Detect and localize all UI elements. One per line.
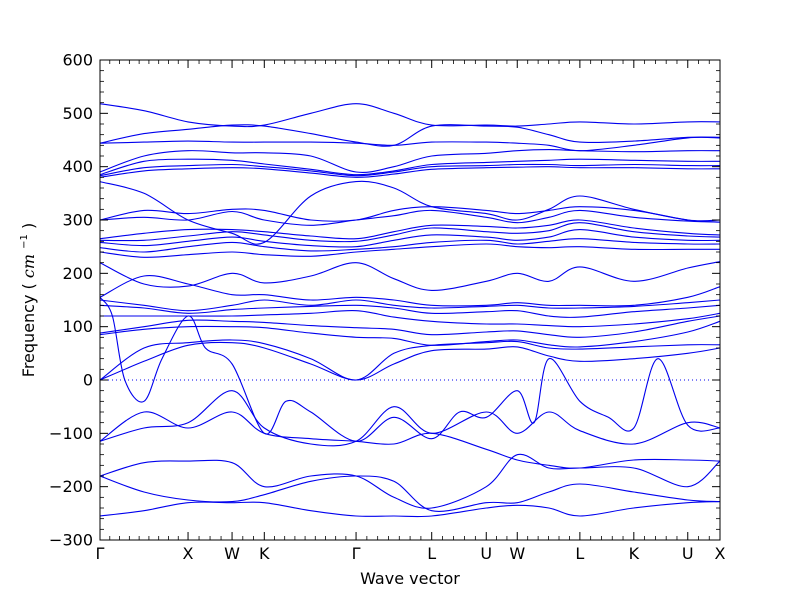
x-tick-label: L <box>427 544 436 563</box>
x-tick-label: K <box>629 544 640 563</box>
series-line-16 <box>99 275 721 307</box>
y-axis-label-unit-close: ) <box>19 223 38 229</box>
series-line-11 <box>99 222 721 243</box>
series-line-6 <box>99 166 721 178</box>
x-tick-label: U <box>682 544 694 563</box>
series-line-1 <box>99 124 721 147</box>
y-tick-label: −200 <box>49 477 93 496</box>
series-line-27 <box>99 453 721 509</box>
series-line-22 <box>99 339 721 381</box>
series-line-9 <box>99 209 721 226</box>
y-tick-label: 400 <box>62 157 93 176</box>
series-line-7 <box>99 180 721 245</box>
y-axis: −300 −200 −100 0 100 200 300 400 500 600 <box>49 51 720 550</box>
y-axis-label-exponent: −1 <box>19 234 30 249</box>
y-tick-label: 300 <box>62 211 93 230</box>
series-line-12 <box>99 229 721 248</box>
series-line-5 <box>99 163 721 177</box>
x-tick-label: K <box>259 544 270 563</box>
series-line-10 <box>99 219 721 240</box>
series-line-0 <box>99 103 721 128</box>
series-line-23 <box>99 341 721 381</box>
y-tick-label: 200 <box>62 264 93 283</box>
series-line-17 <box>99 299 721 312</box>
x-tick-label: W <box>224 544 240 563</box>
y-tick-label: 0 <box>83 371 93 390</box>
series-line-21 <box>99 320 721 348</box>
y-axis-label-unit: cm <box>19 254 38 278</box>
y-axis-label-unit-open: ( <box>19 283 38 289</box>
series-line-29 <box>99 501 721 518</box>
series-line-25 <box>99 390 721 447</box>
y-tick-label: 100 <box>62 317 93 336</box>
y-axis-label-prefix: Frequency <box>19 289 38 377</box>
x-axis-label: Wave vector <box>360 569 460 588</box>
series-line-2 <box>99 136 721 152</box>
series-line-14 <box>99 243 720 258</box>
series-line-24 <box>99 296 721 442</box>
series-line-8 <box>99 206 721 223</box>
x-tick-label: X <box>183 544 194 563</box>
series-line-15 <box>99 261 721 291</box>
series-line-20 <box>99 315 721 338</box>
series-line-4 <box>99 158 721 176</box>
series-line-3 <box>99 149 721 173</box>
plot-lines <box>99 103 721 518</box>
y-tick-label: 500 <box>62 104 93 123</box>
y-tick-label: −300 <box>49 531 93 550</box>
series-line-13 <box>99 238 721 253</box>
x-tick-label: Γ <box>96 544 105 563</box>
x-tick-label: L <box>575 544 584 563</box>
y-tick-label: 600 <box>62 51 93 70</box>
series-line-19 <box>99 310 721 328</box>
x-tick-label: W <box>509 544 525 563</box>
x-tick-label: Γ <box>352 544 361 563</box>
x-tick-label: X <box>715 544 726 563</box>
x-tick-label: U <box>480 544 492 563</box>
series-line-26 <box>99 411 721 469</box>
y-axis-label: Frequency ( cm −1 ) <box>12 223 38 377</box>
series-line-18 <box>99 304 721 318</box>
y-tick-label: −100 <box>49 424 93 443</box>
